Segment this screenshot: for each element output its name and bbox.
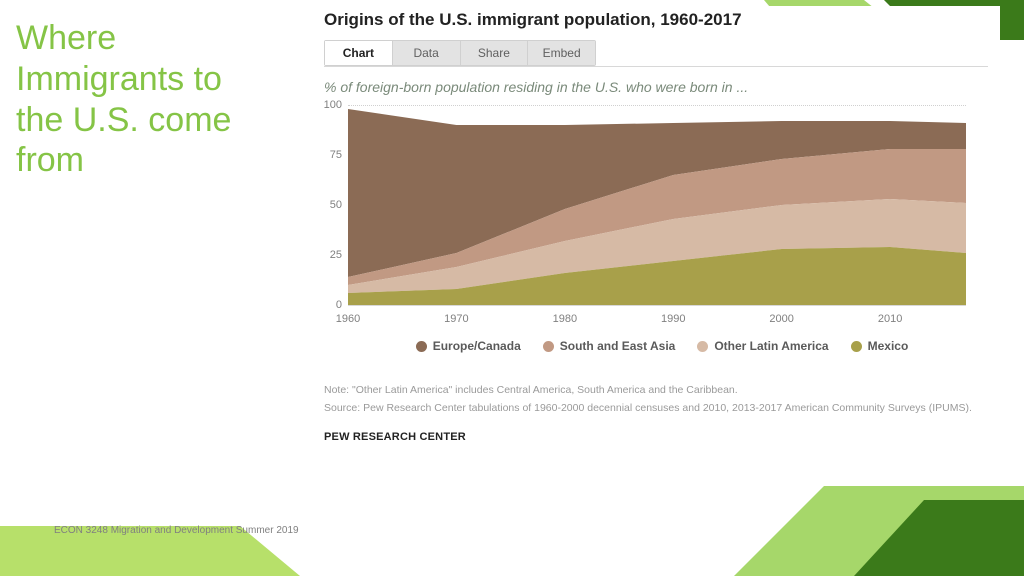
tab-divider — [324, 66, 988, 67]
stacked-area-chart: 0255075100196019701980199020002010 — [312, 99, 972, 329]
legend-label: Europe/Canada — [433, 339, 521, 353]
slide: Where Immigrants to the U.S. come from E… — [0, 0, 1024, 576]
legend-swatch — [697, 341, 708, 352]
chart-subtitle: % of foreign-born population residing in… — [324, 79, 1000, 95]
source-label: PEW RESEARCH CENTER — [324, 431, 1000, 443]
chart-title: Origins of the U.S. immigrant population… — [324, 10, 1000, 30]
legend-item: Europe/Canada — [416, 339, 521, 353]
legend-label: Other Latin America — [714, 339, 828, 353]
tabs: Chart Data Share Embed — [324, 40, 596, 66]
course-footer: ECON 3248 Migration and Development Summ… — [54, 525, 299, 536]
decor-bottom-right — [684, 486, 1024, 576]
legend-swatch — [543, 341, 554, 352]
legend-label: Mexico — [868, 339, 909, 353]
tab-share[interactable]: Share — [461, 41, 529, 65]
legend: Europe/Canada South and East Asia Other La… — [324, 339, 1000, 353]
legend-label: South and East Asia — [560, 339, 676, 353]
chart-card: Origins of the U.S. immigrant population… — [300, 6, 1000, 443]
legend-swatch — [416, 341, 427, 352]
slide-title: Where Immigrants to the U.S. come from — [16, 18, 276, 181]
chart-source: Source: Pew Research Center tabulations … — [324, 401, 988, 417]
tab-embed[interactable]: Embed — [528, 41, 595, 65]
tab-data[interactable]: Data — [393, 41, 461, 65]
legend-item: Mexico — [851, 339, 909, 353]
chart-note: Note: "Other Latin America" includes Cen… — [324, 383, 988, 399]
legend-item: South and East Asia — [543, 339, 676, 353]
tab-chart[interactable]: Chart — [325, 41, 393, 65]
legend-item: Other Latin America — [697, 339, 828, 353]
legend-swatch — [851, 341, 862, 352]
